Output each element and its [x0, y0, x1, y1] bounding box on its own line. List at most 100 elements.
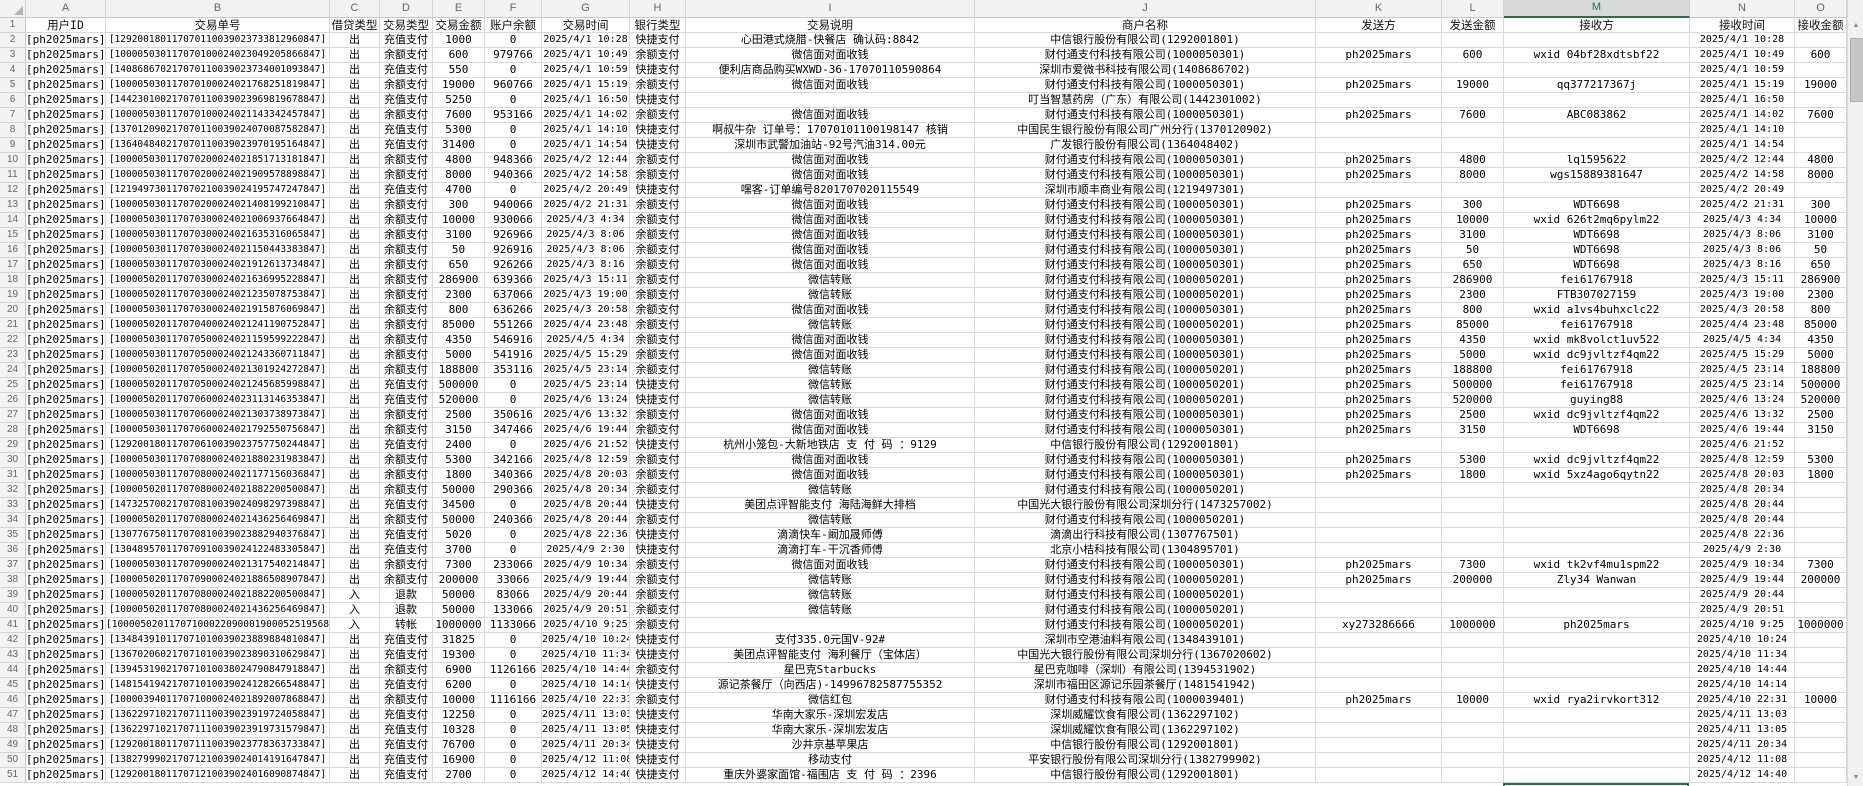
row-header-45[interactable]: 45: [0, 678, 26, 693]
cell-F4[interactable]: 0: [485, 63, 542, 78]
cell-G22[interactable]: 2025/4/5 4:34: [542, 333, 630, 348]
row-header-14[interactable]: 14: [0, 213, 26, 228]
cell-D4[interactable]: 充值支付: [380, 63, 433, 78]
row-header-23[interactable]: 23: [0, 348, 26, 363]
cell-O39[interactable]: [1795, 588, 1847, 603]
cell-M34[interactable]: [1504, 513, 1690, 528]
cell-M27[interactable]: wxid dc9jvltzf4qm22: [1504, 408, 1690, 423]
cell-O8[interactable]: [1795, 123, 1847, 138]
cell-A26[interactable]: [ph2025mars]: [26, 393, 106, 408]
cell-M7[interactable]: ABC083862: [1504, 108, 1690, 123]
cell-K42[interactable]: [1316, 633, 1442, 648]
cell-M23[interactable]: wxid dc9jvltzf4qm22: [1504, 348, 1690, 363]
cell-B22[interactable]: [100005030117070500024021159599222847]: [106, 333, 330, 348]
cell-C19[interactable]: 出: [330, 288, 380, 303]
row-header-18[interactable]: 18: [0, 273, 26, 288]
cell-F42[interactable]: 0: [485, 633, 542, 648]
cell-M49[interactable]: [1504, 738, 1690, 753]
cell-A30[interactable]: [ph2025mars]: [26, 453, 106, 468]
cell-B40[interactable]: [100005020117070800024021436256469847]: [106, 603, 330, 618]
cell-C48[interactable]: 出: [330, 723, 380, 738]
cell-H20[interactable]: 余额支付: [630, 303, 686, 318]
cell-N17[interactable]: 2025/4/3 8:16: [1690, 258, 1795, 273]
cell-E50[interactable]: 16900: [433, 753, 485, 768]
cell-J28[interactable]: 财付通支付科技有限公司(1000050301): [975, 423, 1316, 438]
cell-G28[interactable]: 2025/4/6 19:44: [542, 423, 630, 438]
cell-E23[interactable]: 5000: [433, 348, 485, 363]
cell-O21[interactable]: 85000: [1795, 318, 1847, 333]
cell-F40[interactable]: 133066: [485, 603, 542, 618]
cell-A33[interactable]: [ph2025mars]: [26, 498, 106, 513]
cell-N24[interactable]: 2025/4/5 23:14: [1690, 363, 1795, 378]
cell-C26[interactable]: 出: [330, 393, 380, 408]
row-header-30[interactable]: 30: [0, 453, 26, 468]
cell-C17[interactable]: 出: [330, 258, 380, 273]
cell-H34[interactable]: 余额支付: [630, 513, 686, 528]
column-header-B[interactable]: B: [106, 0, 330, 18]
cell-D42[interactable]: 充值支付: [380, 633, 433, 648]
cell-D25[interactable]: 充值支付: [380, 378, 433, 393]
cell-B36[interactable]: [130489570117070910039024122483305847]: [106, 543, 330, 558]
row-header-32[interactable]: 32: [0, 483, 26, 498]
cell-G45[interactable]: 2025/4/10 14:14: [542, 678, 630, 693]
cell-J13[interactable]: 财付通支付科技有限公司(1000050301): [975, 198, 1316, 213]
cell-L23[interactable]: 5000: [1442, 348, 1504, 363]
cell-E45[interactable]: 6200: [433, 678, 485, 693]
cell-A25[interactable]: [ph2025mars]: [26, 378, 106, 393]
cell-K1[interactable]: 发送方: [1316, 18, 1442, 33]
cell-O48[interactable]: [1795, 723, 1847, 738]
cell-D1[interactable]: 交易类型: [380, 18, 433, 33]
cell-E19[interactable]: 2300: [433, 288, 485, 303]
cell-E2[interactable]: 1000: [433, 33, 485, 48]
cell-J3[interactable]: 财付通支付科技有限公司(1000050301): [975, 48, 1316, 63]
cell-M11[interactable]: wgs15889381647: [1504, 168, 1690, 183]
cell-M13[interactable]: WDT6698: [1504, 198, 1690, 213]
cell-L30[interactable]: 5300: [1442, 453, 1504, 468]
cell-O36[interactable]: [1795, 543, 1847, 558]
cell-N1[interactable]: 接收时间: [1690, 18, 1795, 33]
cell-H4[interactable]: 快捷支付: [630, 63, 686, 78]
cell-I17[interactable]: 微信面对面收钱: [686, 258, 975, 273]
cell-O9[interactable]: [1795, 138, 1847, 153]
cell-L29[interactable]: [1442, 438, 1504, 453]
cell-N21[interactable]: 2025/4/4 23:48: [1690, 318, 1795, 333]
cell-H40[interactable]: 余额支付: [630, 603, 686, 618]
cell-A35[interactable]: [ph2025mars]: [26, 528, 106, 543]
cell-L8[interactable]: [1442, 123, 1504, 138]
cell-B45[interactable]: [148154194217071010039024128266548847]: [106, 678, 330, 693]
cell-G24[interactable]: 2025/4/5 23:14: [542, 363, 630, 378]
cell-C45[interactable]: 出: [330, 678, 380, 693]
cell-F12[interactable]: 0: [485, 183, 542, 198]
cell-C51[interactable]: 出: [330, 768, 380, 783]
cell-I40[interactable]: 微信转账: [686, 603, 975, 618]
cell-L21[interactable]: 85000: [1442, 318, 1504, 333]
cell-H30[interactable]: 余额支付: [630, 453, 686, 468]
row-header-33[interactable]: 33: [0, 498, 26, 513]
cell-E28[interactable]: 3150: [433, 423, 485, 438]
cell-M35[interactable]: [1504, 528, 1690, 543]
cell-B15[interactable]: [100005030117070300024021635316065847]: [106, 228, 330, 243]
cell-F31[interactable]: 340366: [485, 468, 542, 483]
cell-O17[interactable]: 650: [1795, 258, 1847, 273]
cell-G34[interactable]: 2025/4/8 20:44: [542, 513, 630, 528]
cell-K22[interactable]: ph2025mars: [1316, 333, 1442, 348]
cell-J43[interactable]: 中国光大银行股份有限公司深圳分行(1367020602): [975, 648, 1316, 663]
cell-G1[interactable]: 交易时间: [542, 18, 630, 33]
cell-I37[interactable]: 微信面对面收钱: [686, 558, 975, 573]
cell-K14[interactable]: ph2025mars: [1316, 213, 1442, 228]
cell-B8[interactable]: [137012090217070110039024070087582847]: [106, 123, 330, 138]
cell-J48[interactable]: 深圳威耀饮食有限公司(1362297102): [975, 723, 1316, 738]
cell-K31[interactable]: ph2025mars: [1316, 468, 1442, 483]
cell-O29[interactable]: [1795, 438, 1847, 453]
row-header-27[interactable]: 27: [0, 408, 26, 423]
cell-G42[interactable]: 2025/4/10 10:24: [542, 633, 630, 648]
cell-F17[interactable]: 926266: [485, 258, 542, 273]
cell-B2[interactable]: [129200180117070110039023733812960847]: [106, 33, 330, 48]
cell-B23[interactable]: [100005030117070500024021243360711847]: [106, 348, 330, 363]
cell-L42[interactable]: [1442, 633, 1504, 648]
row-header-10[interactable]: 10: [0, 153, 26, 168]
cell-F2[interactable]: 0: [485, 33, 542, 48]
cell-F32[interactable]: 290366: [485, 483, 542, 498]
cell-G11[interactable]: 2025/4/2 14:58: [542, 168, 630, 183]
cell-N38[interactable]: 2025/4/9 19:44: [1690, 573, 1795, 588]
